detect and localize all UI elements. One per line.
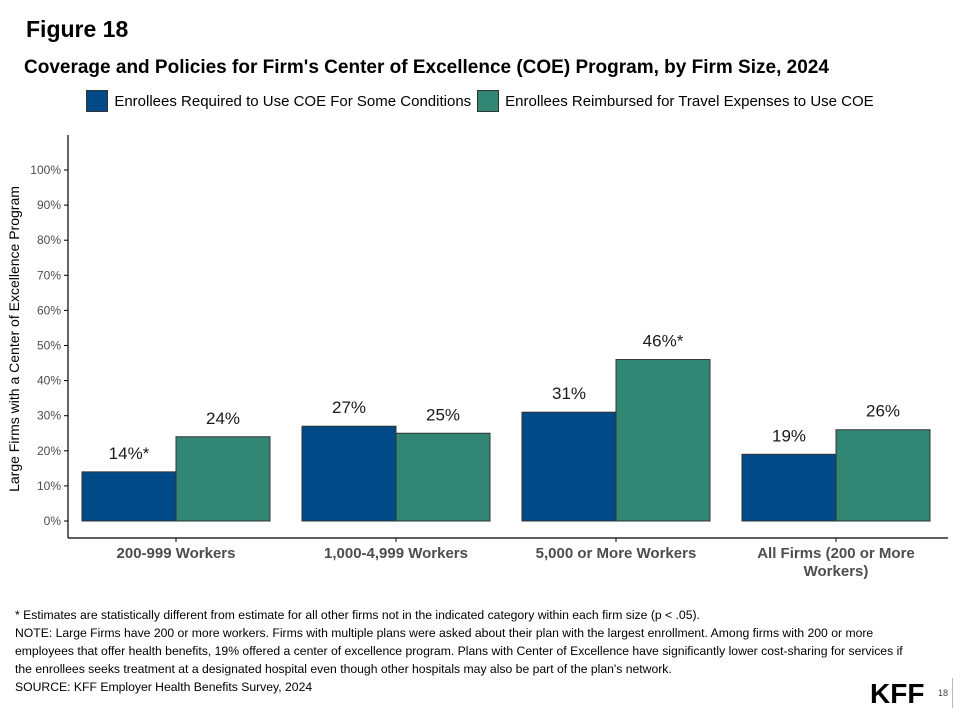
legend-swatch-required [86, 90, 109, 112]
bar-required [81, 471, 177, 522]
y-tick-label: 0% [44, 514, 62, 528]
legend: Enrollees Required to Use COE For Some C… [0, 90, 960, 112]
x-tick-label: All Firms (200 or More [757, 545, 915, 562]
x-tick-label: 5,000 or More Workers [536, 545, 697, 562]
data-label: 26% [866, 402, 900, 421]
y-axis-title: Large Firms with a Center of Excellence … [6, 186, 22, 492]
footnotes: * Estimates are statistically different … [15, 606, 915, 696]
data-label: 14%* [109, 444, 150, 463]
legend-label-reimbursed: Enrollees Reimbursed for Travel Expenses… [505, 92, 874, 110]
legend-label-required: Enrollees Required to Use COE For Some C… [114, 92, 472, 110]
y-tick-label: 80% [37, 233, 61, 247]
x-tick-label: Workers) [804, 563, 869, 580]
bar-required [301, 425, 397, 522]
y-tick-label: 10% [37, 479, 61, 493]
y-tick-label: 60% [37, 303, 61, 317]
chart-title: Coverage and Policies for Firm's Center … [24, 57, 829, 78]
data-label: 25% [426, 405, 460, 424]
y-tick-label: 90% [37, 198, 61, 212]
footnote-significance: * Estimates are statistically different … [15, 608, 700, 622]
x-tick-label: 1,000-4,999 Workers [324, 545, 468, 562]
y-tick-label: 50% [37, 339, 61, 353]
data-label: 19% [772, 426, 806, 445]
y-tick-label: 20% [37, 444, 61, 458]
data-label: 46%* [643, 332, 684, 351]
bar-reimbursed [395, 432, 491, 522]
legend-item-reimbursed: Enrollees Reimbursed for Travel Expenses… [477, 90, 874, 112]
page-divider [952, 678, 953, 708]
figure-label: Figure 18 [26, 16, 129, 42]
bar-chart: 0% 10% 20% 30% 40% 50% 60% 70% 80% 90% 100% Large F… [6, 135, 948, 580]
bar-reimbursed [175, 436, 271, 522]
bar-reimbursed [615, 359, 711, 522]
footnote-note: NOTE: Large Firms have 200 or more worke… [15, 626, 903, 676]
page-number: 18 [938, 688, 949, 698]
y-tick-label: 100% [30, 163, 61, 177]
data-label: 27% [332, 398, 366, 417]
legend-swatch-reimbursed [477, 90, 500, 112]
bar-required [741, 453, 837, 522]
data-label: 31% [552, 384, 586, 403]
data-label: 24% [206, 409, 240, 428]
y-tick-label: 70% [37, 268, 61, 282]
legend-item-required: Enrollees Required to Use COE For Some C… [86, 90, 471, 112]
y-tick-label: 30% [37, 409, 61, 423]
bar-reimbursed [835, 429, 931, 522]
x-tick-label: 200-999 Workers [117, 545, 236, 562]
bar-required [521, 411, 617, 522]
footnote-source: SOURCE: KFF Employer Health Benefits Sur… [15, 680, 313, 694]
y-tick-label: 40% [37, 374, 61, 388]
kff-logo: KFF [870, 678, 925, 709]
